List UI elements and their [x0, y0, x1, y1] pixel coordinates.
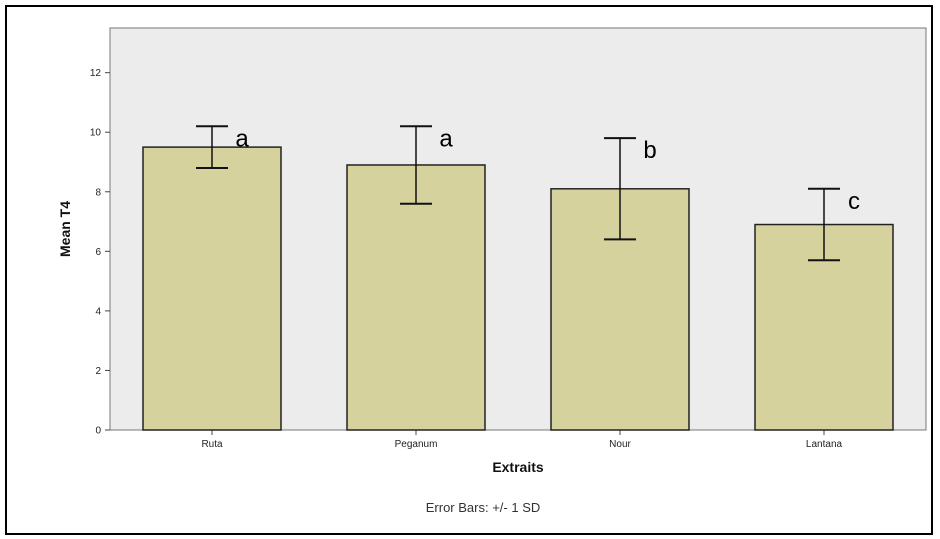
y-tick-label: 8 — [95, 187, 101, 198]
error-bars-footnote: Error Bars: +/- 1 SD — [426, 500, 541, 515]
y-tick-label: 12 — [90, 68, 102, 79]
significance-letter: a — [235, 125, 249, 152]
significance-letter: a — [439, 125, 453, 152]
x-tick-label: Lantana — [806, 439, 843, 450]
x-axis-title: Extraits — [492, 459, 544, 475]
bars — [142, 146, 894, 431]
bar — [142, 146, 282, 431]
x-tick-label: Ruta — [201, 439, 223, 450]
y-axis: 0 2 4 6 8 10 12 — [90, 68, 110, 437]
y-tick-label: 6 — [95, 247, 101, 258]
significance-letter: b — [643, 137, 656, 164]
bar — [346, 164, 486, 431]
y-axis-title: Mean T4 — [57, 201, 73, 257]
x-axis: Ruta Peganum Nour Lantana — [201, 430, 843, 450]
significance-letter: c — [848, 188, 860, 215]
x-tick-label: Nour — [609, 439, 631, 450]
y-tick-label: 0 — [95, 426, 101, 437]
x-tick-label: Peganum — [395, 439, 438, 450]
y-tick-label: 4 — [95, 306, 101, 317]
y-tick-label: 10 — [90, 128, 102, 139]
significance-letters: a a b c — [235, 125, 860, 215]
y-tick-label: 2 — [95, 366, 101, 377]
error-bars — [196, 125, 840, 262]
